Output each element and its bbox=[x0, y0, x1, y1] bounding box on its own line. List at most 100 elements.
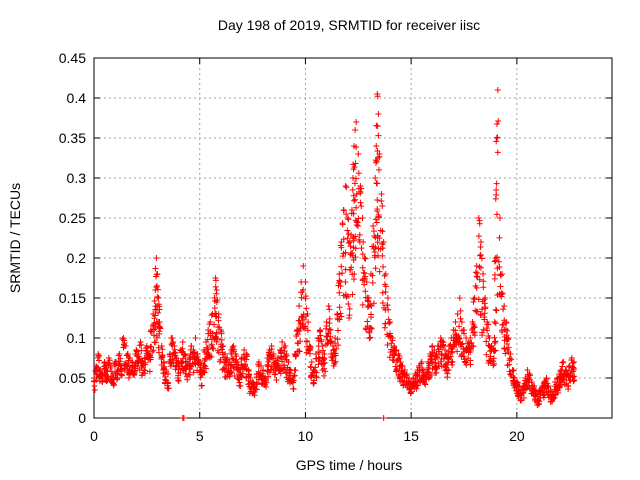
data-point bbox=[289, 377, 296, 384]
data-point bbox=[493, 211, 500, 218]
data-point bbox=[426, 362, 433, 369]
data-point bbox=[346, 239, 353, 245]
data-point bbox=[168, 335, 175, 342]
data-point bbox=[233, 353, 240, 360]
data-point bbox=[345, 300, 352, 307]
data-point bbox=[171, 346, 178, 353]
data-point bbox=[473, 263, 480, 269]
data-point bbox=[506, 368, 513, 375]
data-point bbox=[246, 371, 253, 378]
data-point bbox=[384, 302, 391, 309]
data-point bbox=[493, 180, 500, 187]
data-point bbox=[475, 296, 482, 303]
data-point bbox=[362, 288, 369, 295]
data-point bbox=[281, 362, 288, 369]
data-point bbox=[326, 320, 333, 327]
data-point bbox=[251, 392, 258, 399]
data-point bbox=[268, 346, 275, 353]
data-point bbox=[147, 343, 154, 350]
data-point bbox=[544, 383, 551, 390]
data-point bbox=[310, 377, 317, 384]
data-point bbox=[126, 355, 133, 362]
data-point bbox=[493, 135, 500, 141]
data-point bbox=[380, 415, 387, 421]
data-point bbox=[325, 330, 332, 337]
data-point bbox=[367, 301, 374, 308]
data-point bbox=[531, 383, 538, 390]
data-point bbox=[349, 291, 356, 298]
data-point bbox=[298, 294, 305, 301]
data-point bbox=[229, 355, 236, 362]
data-point bbox=[520, 394, 527, 401]
data-point bbox=[218, 328, 225, 335]
data-point bbox=[350, 192, 357, 199]
data-point bbox=[375, 132, 382, 139]
data-point bbox=[305, 319, 312, 326]
data-point bbox=[339, 270, 346, 277]
data-point bbox=[492, 320, 499, 327]
data-point bbox=[117, 355, 124, 362]
data-point bbox=[379, 252, 386, 259]
data-point bbox=[476, 263, 483, 270]
data-point bbox=[373, 122, 380, 129]
data-point bbox=[141, 366, 148, 373]
data-point bbox=[352, 245, 359, 252]
data-point bbox=[344, 235, 351, 242]
data-point bbox=[151, 315, 158, 322]
data-point bbox=[339, 221, 346, 228]
data-point bbox=[477, 264, 484, 271]
data-point bbox=[340, 236, 347, 243]
data-point bbox=[494, 134, 501, 141]
data-point bbox=[147, 354, 154, 361]
data-point bbox=[295, 340, 302, 347]
data-point bbox=[386, 354, 393, 361]
data-point bbox=[259, 370, 266, 377]
data-point bbox=[219, 343, 226, 350]
y-tick-label: 0.1 bbox=[67, 330, 87, 346]
data-point bbox=[340, 207, 347, 214]
data-point bbox=[293, 333, 300, 340]
data-point bbox=[381, 281, 388, 288]
data-point bbox=[498, 289, 505, 296]
data-point bbox=[379, 299, 386, 306]
data-point bbox=[154, 282, 161, 289]
data-point bbox=[345, 293, 352, 300]
data-point bbox=[164, 385, 171, 392]
data-point bbox=[209, 344, 216, 351]
data-point bbox=[302, 323, 309, 330]
data-point bbox=[322, 368, 329, 375]
data-point bbox=[211, 321, 218, 328]
data-point bbox=[359, 264, 366, 271]
data-point bbox=[352, 127, 359, 133]
y-tick-label: 0 bbox=[78, 410, 86, 426]
data-point bbox=[491, 319, 498, 325]
data-point bbox=[316, 349, 323, 356]
data-point bbox=[455, 332, 462, 339]
data-point bbox=[360, 238, 367, 245]
data-point bbox=[150, 347, 157, 354]
data-point bbox=[281, 347, 288, 354]
data-point bbox=[316, 328, 323, 335]
data-point bbox=[357, 183, 364, 189]
data-point bbox=[503, 320, 510, 327]
data-point bbox=[490, 362, 497, 369]
data-point bbox=[337, 310, 344, 317]
data-point bbox=[376, 268, 383, 275]
data-point bbox=[481, 296, 488, 303]
data-point bbox=[352, 254, 359, 261]
data-point bbox=[559, 376, 566, 383]
data-point bbox=[370, 300, 377, 307]
data-point bbox=[374, 208, 381, 215]
data-point bbox=[262, 378, 269, 385]
data-point bbox=[96, 357, 103, 364]
x-tick-label: 5 bbox=[196, 428, 204, 444]
data-point bbox=[429, 343, 436, 350]
data-point bbox=[93, 377, 100, 384]
data-point bbox=[350, 276, 357, 283]
data-point bbox=[185, 371, 192, 378]
data-point bbox=[190, 369, 197, 376]
data-point bbox=[354, 219, 361, 226]
data-point bbox=[492, 195, 499, 202]
data-point bbox=[329, 357, 336, 364]
